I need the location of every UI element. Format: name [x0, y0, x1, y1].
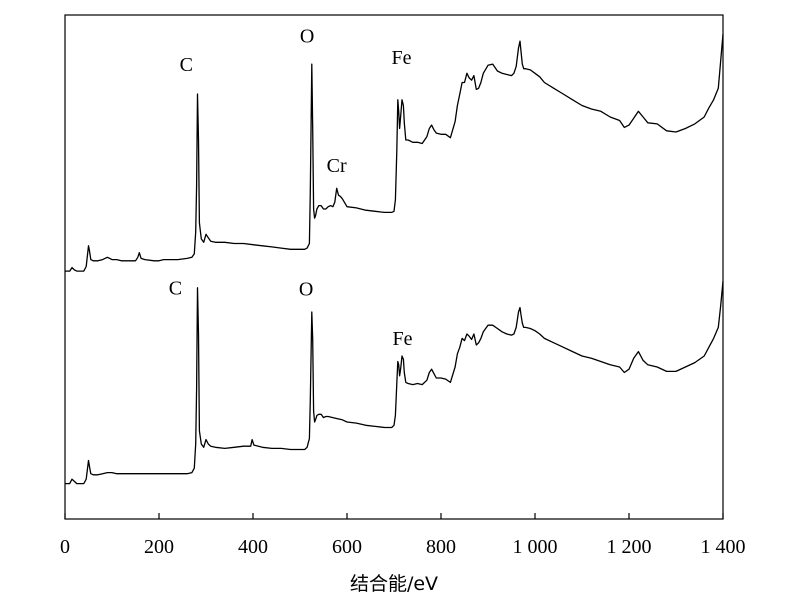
peak-label-o: O [299, 279, 313, 301]
x-tick-label: 1 400 [701, 536, 746, 558]
peak-labels: C O Cr Fe C O Fe [169, 25, 413, 350]
peak-label-fe: Fe [392, 328, 412, 350]
x-tick-label: 1 200 [607, 536, 652, 558]
x-axis-title: 结合能/eV [350, 573, 438, 595]
spectrum-traces [65, 34, 724, 485]
peak-label-o: O [300, 25, 314, 47]
x-tick-label: 0 [60, 536, 70, 558]
x-tick-label: 200 [144, 536, 174, 558]
peak-label-c: C [180, 54, 193, 76]
upper-spectrum-line [65, 34, 724, 272]
x-axis-ticks [64, 513, 724, 519]
peak-label-c: C [169, 277, 182, 299]
plot-frame [64, 14, 724, 520]
peak-label-fe: Fe [392, 47, 412, 69]
x-tick-label: 400 [238, 536, 268, 558]
x-tick-label: 800 [426, 536, 456, 558]
peak-label-cr: Cr [327, 155, 347, 177]
x-tick-label: 1 000 [513, 536, 558, 558]
x-axis-tick-labels: 0 200 400 600 800 1 000 1 200 1 400 [60, 536, 746, 558]
lower-spectrum-line [65, 281, 724, 485]
x-tick-label: 600 [332, 536, 362, 558]
